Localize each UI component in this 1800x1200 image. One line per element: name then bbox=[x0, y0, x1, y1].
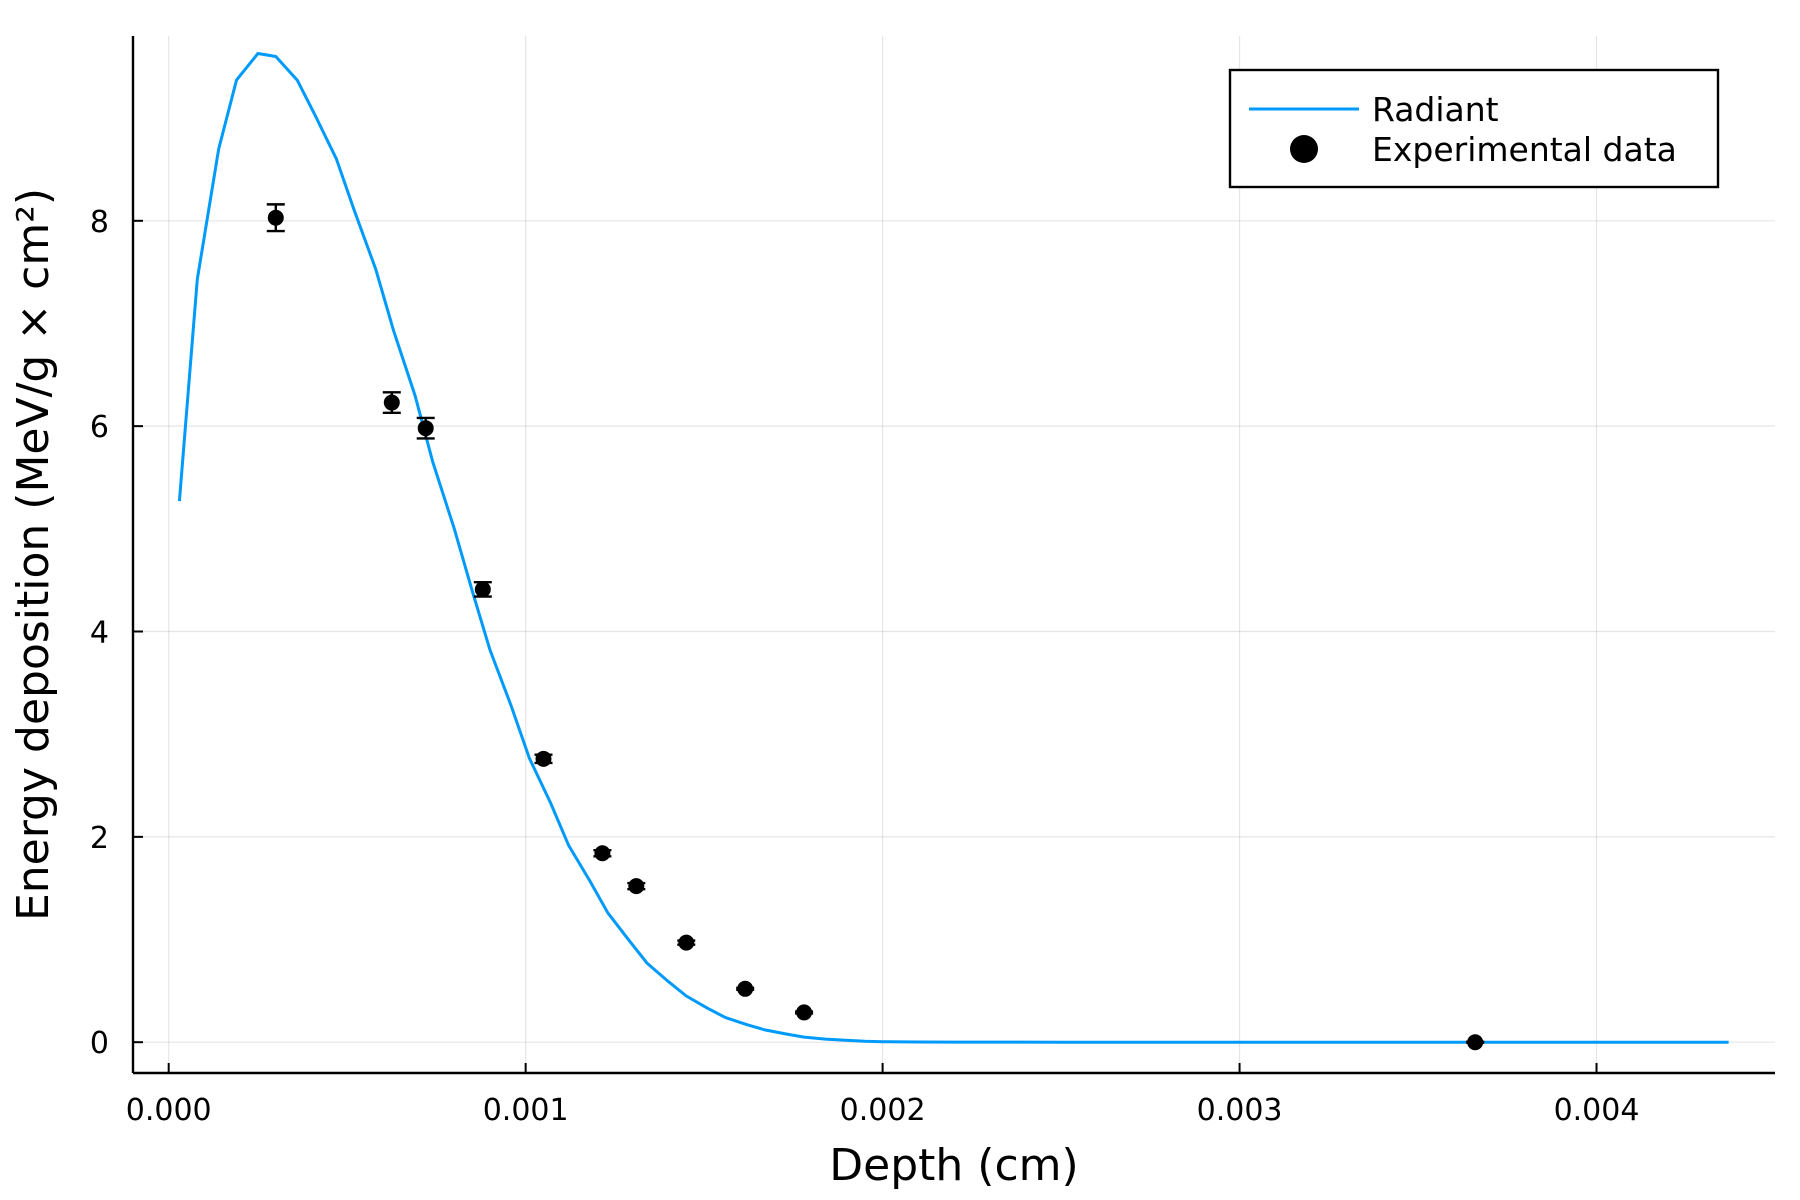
y-tick-label: 2 bbox=[90, 821, 109, 856]
y-tick-label: 0 bbox=[90, 1026, 109, 1061]
x-tick-label: 0.000 bbox=[126, 1093, 212, 1128]
ticks: 0.000 0.001 0.002 0.003 0.004 0 2 4 6 8 bbox=[90, 205, 1640, 1128]
data-point bbox=[628, 878, 645, 895]
radiant-line bbox=[177, 52, 1729, 1044]
x-tick-label: 0.002 bbox=[840, 1093, 926, 1128]
x-tick-label: 0.001 bbox=[483, 1093, 569, 1128]
data-point bbox=[383, 394, 400, 411]
series-radiant bbox=[177, 52, 1729, 1044]
y-axis-title: Energy deposition (MeV/g × cm²) bbox=[8, 188, 59, 921]
y-tick-label: 8 bbox=[90, 205, 109, 240]
data-point bbox=[474, 581, 491, 598]
data-point bbox=[737, 980, 754, 997]
legend-label-radiant: Radiant bbox=[1372, 90, 1499, 129]
data-point bbox=[1467, 1034, 1484, 1051]
series-experimental-data bbox=[266, 203, 1485, 1051]
x-tick-label: 0.004 bbox=[1554, 1093, 1640, 1128]
x-axis-title: Depth (cm) bbox=[829, 1140, 1078, 1191]
data-point bbox=[417, 420, 434, 437]
x-tick-label: 0.003 bbox=[1197, 1093, 1283, 1128]
y-tick-label: 6 bbox=[90, 410, 109, 445]
data-point bbox=[594, 845, 611, 862]
data-point bbox=[535, 750, 552, 767]
data-point bbox=[267, 209, 284, 226]
legend-label-experimental: Experimental data bbox=[1372, 130, 1677, 169]
data-point bbox=[796, 1004, 813, 1021]
legend-box bbox=[1228, 68, 1720, 189]
legend-marker-experimental bbox=[1290, 135, 1318, 163]
axes bbox=[131, 36, 1775, 1075]
y-tick-label: 4 bbox=[90, 616, 109, 651]
data-point bbox=[678, 934, 695, 951]
